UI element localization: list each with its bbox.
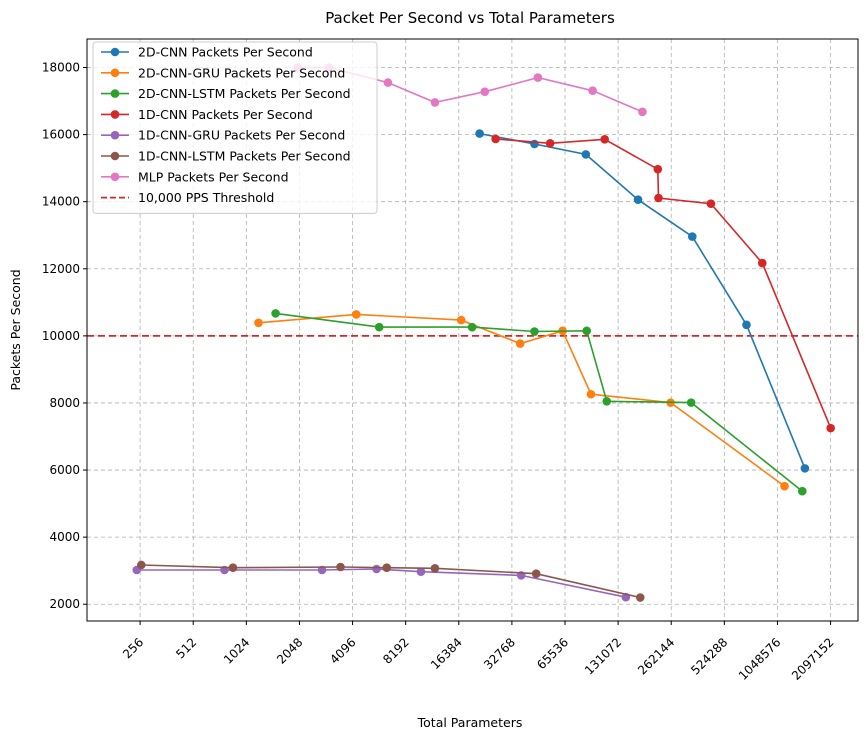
- data-point: [602, 396, 612, 406]
- chart-title: Packet Per Second vs Total Parameters: [325, 9, 615, 27]
- legend: 2D-CNN Packets Per Second 2D-CNN-GRU Pack…: [92, 41, 378, 214]
- data-point: [706, 199, 716, 209]
- data-point: [351, 310, 361, 319]
- data-point: [228, 563, 238, 572]
- series-5: [132, 564, 631, 602]
- y-tick-label: 6000: [49, 463, 80, 477]
- data-point: [780, 481, 789, 491]
- data-point: [372, 564, 381, 574]
- y-tick-label: 14000: [42, 195, 80, 209]
- data-point: [467, 322, 477, 332]
- series-2: [254, 310, 789, 491]
- legend-label: 2D-CNN-LSTM Packets Per Second: [138, 86, 351, 101]
- legend-label: 1D-CNN-LSTM Packets Per Second: [138, 149, 351, 164]
- legend-label: 1D-CNN-GRU Packets Per Second: [138, 128, 345, 143]
- data-point: [635, 593, 645, 602]
- series-line: [258, 313, 785, 487]
- legend-swatch-marker: [110, 68, 120, 78]
- data-point: [416, 567, 426, 576]
- data-point: [800, 464, 810, 473]
- legend-label: 2D-CNN-GRU Packets Per Second: [138, 65, 345, 80]
- data-point: [374, 322, 384, 332]
- series-1: [475, 129, 810, 473]
- legend-label: MLP Packets Per Second: [138, 169, 289, 184]
- legend-swatch-marker: [110, 110, 120, 119]
- data-point: [686, 398, 696, 407]
- data-point: [475, 129, 484, 138]
- data-point: [533, 73, 543, 82]
- y-axis-label: Packets Per Second: [8, 269, 23, 390]
- series-3: [271, 309, 807, 496]
- data-point: [687, 232, 697, 241]
- data-point: [530, 139, 539, 149]
- data-point: [797, 486, 807, 496]
- data-point: [456, 315, 466, 325]
- legend-swatch-marker: [110, 151, 120, 161]
- legend-swatch-marker: [110, 47, 120, 57]
- data-point: [742, 320, 751, 330]
- y-tick-label: 4000: [49, 530, 80, 544]
- data-point: [383, 78, 393, 87]
- series-4: [491, 134, 835, 433]
- data-point: [515, 339, 525, 348]
- data-point: [531, 569, 541, 579]
- data-point: [638, 107, 647, 117]
- data-point: [430, 98, 440, 107]
- data-point: [826, 423, 835, 433]
- data-point: [582, 326, 592, 336]
- data-point: [430, 564, 440, 573]
- data-point: [545, 139, 555, 148]
- data-point: [581, 150, 591, 159]
- data-point: [654, 193, 663, 203]
- data-point: [600, 134, 609, 144]
- data-point: [633, 195, 643, 204]
- y-tick-label: 16000: [42, 128, 80, 142]
- data-point: [382, 563, 392, 572]
- y-axis: 2000 4000 6000 8000 10000 12000 14000 16000 1800…: [42, 61, 87, 611]
- legend-box: [92, 41, 378, 214]
- y-tick-label: 12000: [42, 262, 80, 276]
- y-tick-label: 10000: [42, 329, 80, 343]
- data-point: [586, 389, 596, 399]
- y-tick-label: 8000: [49, 396, 80, 410]
- legend-swatch-marker: [110, 89, 120, 98]
- data-point: [254, 318, 263, 328]
- legend-label: 1D-CNN Packets Per Second: [138, 107, 313, 122]
- series-line: [495, 138, 832, 429]
- y-tick-label: 2000: [49, 597, 80, 611]
- legend-swatch-marker: [110, 130, 120, 140]
- data-point: [491, 134, 500, 144]
- series-line: [275, 312, 803, 492]
- legend-label: 10,000 PPS Threshold: [138, 190, 274, 205]
- series-6: [136, 560, 645, 602]
- x-axis-label: Total Parameters: [417, 715, 523, 730]
- data-point: [271, 309, 280, 318]
- data-point: [653, 164, 663, 174]
- legend-label: 2D-CNN Packets Per Second: [138, 45, 313, 60]
- legend-swatch-marker: [110, 172, 120, 182]
- y-tick-label: 18000: [42, 61, 80, 75]
- data-point: [588, 86, 597, 95]
- plot-frame: [86, 38, 859, 622]
- data-point: [757, 258, 767, 268]
- data-point: [336, 562, 345, 572]
- data-point: [530, 327, 539, 336]
- series-layer: [132, 63, 835, 602]
- data-point: [480, 87, 490, 96]
- data-point: [136, 560, 146, 570]
